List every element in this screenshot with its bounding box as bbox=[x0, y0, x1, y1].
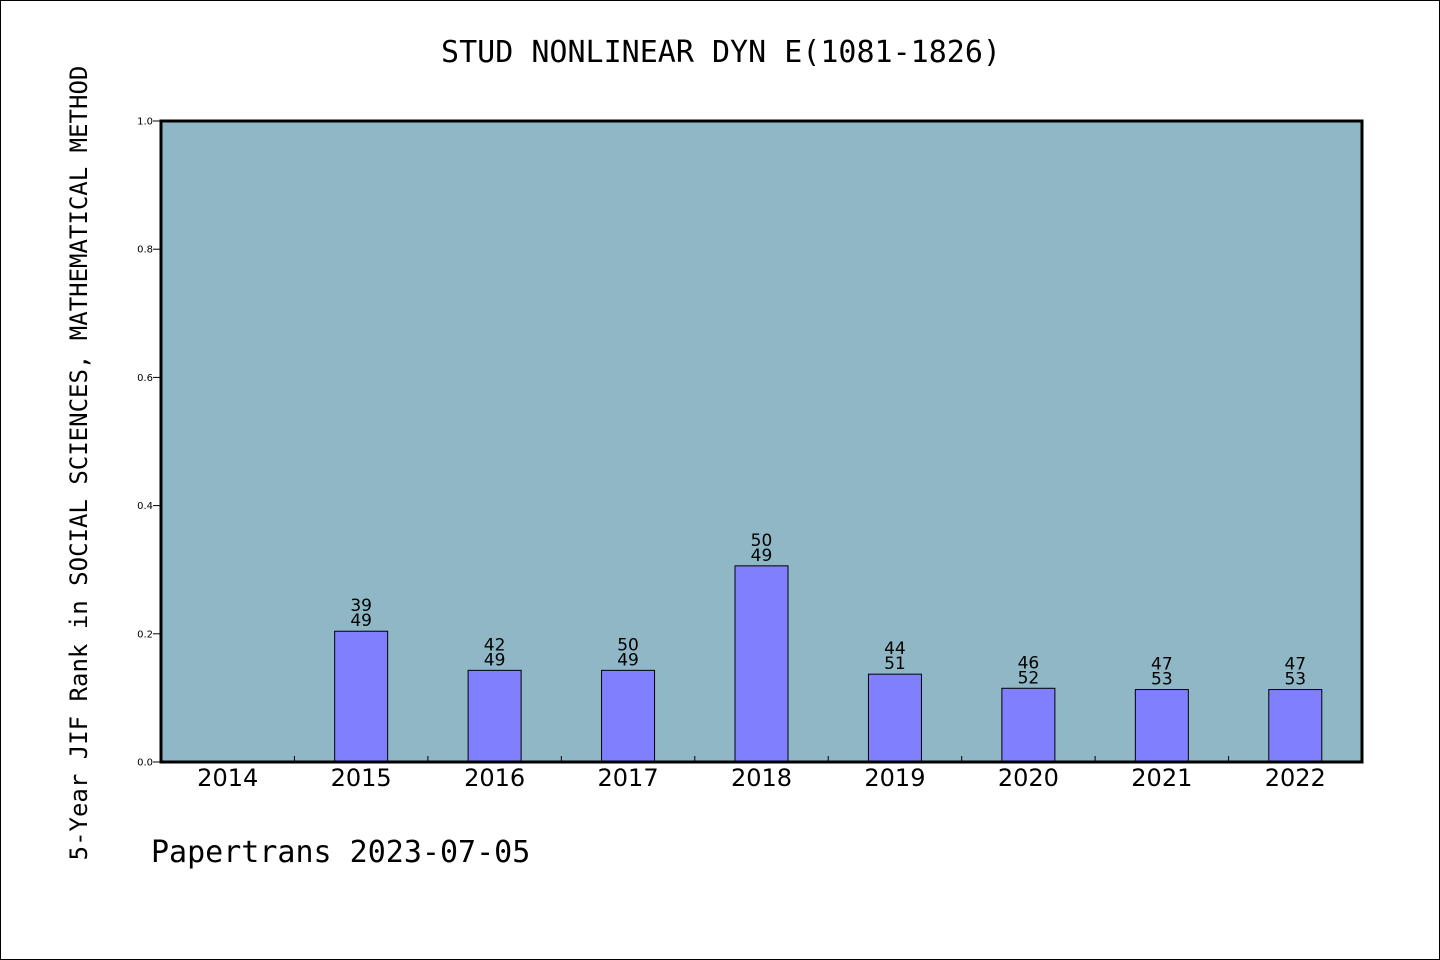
footer-note: Papertrans 2023-07-05 bbox=[151, 835, 531, 870]
x-tick-label: 2021 bbox=[1131, 764, 1192, 792]
bar-rank-label: 50 bbox=[751, 531, 773, 551]
bar-rank-label: 39 bbox=[350, 596, 372, 616]
x-tick-label: 2022 bbox=[1265, 764, 1326, 792]
x-tick-label: 2017 bbox=[598, 764, 659, 792]
bar-total-label: 51 bbox=[884, 654, 906, 674]
bar-total-label: 52 bbox=[1018, 668, 1040, 688]
chart-title: STUD NONLINEAR DYN E(1081-1826) bbox=[441, 35, 1001, 70]
bar bbox=[334, 630, 389, 763]
bar-rank-label: 44 bbox=[884, 639, 906, 659]
x-tick-label: 2016 bbox=[464, 764, 525, 792]
bar-total-label: 49 bbox=[484, 650, 506, 670]
bar-rank-label: 47 bbox=[1151, 655, 1173, 675]
bar-rank-label: 42 bbox=[484, 635, 506, 655]
bar-total-label: 53 bbox=[1284, 670, 1306, 690]
bar bbox=[867, 673, 922, 763]
bar-rank-label: 46 bbox=[1018, 653, 1040, 673]
bar-rank-label: 50 bbox=[617, 635, 639, 655]
x-tick-label: 2018 bbox=[731, 764, 792, 792]
x-tick-label: 2014 bbox=[197, 764, 258, 792]
y-tick-label: 1.0 bbox=[137, 117, 153, 128]
y-tick-label: 0.8 bbox=[137, 245, 153, 256]
bar bbox=[467, 669, 522, 763]
y-tick-label: 0.6 bbox=[137, 373, 153, 384]
bar bbox=[1001, 687, 1056, 763]
bar-total-label: 49 bbox=[350, 611, 372, 631]
bar-total-label: 53 bbox=[1151, 670, 1173, 690]
plot-frame bbox=[159, 119, 1364, 764]
y-tick-label: 0.0 bbox=[137, 758, 153, 769]
bar bbox=[601, 669, 656, 763]
bar bbox=[734, 565, 789, 763]
bar-total-label: 49 bbox=[617, 650, 639, 670]
bar-rank-label: 47 bbox=[1284, 655, 1306, 675]
x-tick-label: 2020 bbox=[998, 764, 1059, 792]
y-tick-label: 0.4 bbox=[137, 501, 153, 512]
y-tick-label: 0.2 bbox=[137, 629, 153, 640]
x-tick-label: 2015 bbox=[331, 764, 392, 792]
bar-total-label: 49 bbox=[751, 546, 773, 566]
bar bbox=[1268, 689, 1323, 763]
bar bbox=[1134, 689, 1189, 763]
x-tick-label: 2019 bbox=[864, 764, 925, 792]
